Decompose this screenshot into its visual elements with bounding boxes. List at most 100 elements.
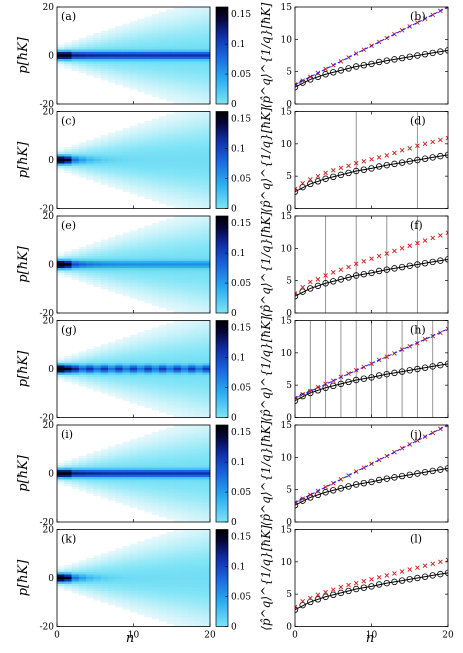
heatmap-cell <box>159 54 167 57</box>
heatmap-cell <box>108 146 116 150</box>
heatmap-cell <box>86 609 94 613</box>
heatmap-cell <box>78 272 87 276</box>
heatmap-cell <box>144 282 153 285</box>
heatmap-cell <box>78 462 87 466</box>
heatmap-cell <box>144 237 153 240</box>
heatmap-cell <box>93 35 102 39</box>
colorbar-tick-label: 0 <box>231 309 237 319</box>
heatmap-cell <box>57 581 65 585</box>
heatmap-cell <box>115 168 123 171</box>
heatmap-cell <box>195 113 204 117</box>
heatmap-cell <box>100 346 109 350</box>
heatmap-cell <box>180 191 189 195</box>
heatmap-cell <box>144 139 153 143</box>
heatmap-cell <box>64 135 72 138</box>
heatmap-cell <box>100 415 109 418</box>
heatmap-cell <box>57 339 65 343</box>
heatmap-cell <box>144 94 153 98</box>
heatmap-cell <box>100 270 109 274</box>
heatmap-cell <box>173 203 182 207</box>
heatmap-cell <box>71 572 80 575</box>
heatmap-cell <box>180 40 189 43</box>
heatmap-cell <box>122 286 131 290</box>
heatmap-cell <box>173 244 182 248</box>
heatmap-cell <box>151 272 160 276</box>
heatmap-cell <box>166 434 174 438</box>
heatmap-cell <box>159 275 167 278</box>
heatmap-cell <box>86 11 94 15</box>
heatmap-cell <box>78 66 87 69</box>
heatmap-cell <box>78 617 87 620</box>
heatmap-cell <box>71 605 80 608</box>
heatmap-cell <box>100 11 109 15</box>
heatmap-cell <box>71 73 80 76</box>
heatmap-cell <box>108 379 116 383</box>
heatmap-cell <box>78 405 87 409</box>
heatmap-cell <box>71 253 80 257</box>
heatmap-cell <box>71 196 80 200</box>
heatmap-cell <box>71 564 80 568</box>
heatmap-cell <box>64 184 72 188</box>
heatmap-cell <box>173 101 182 105</box>
heatmap-cell <box>115 432 123 435</box>
heatmap-cell <box>100 396 109 399</box>
heatmap-cell <box>93 484 102 487</box>
heatmap-cell <box>78 415 87 418</box>
heatmap-cell <box>166 322 174 326</box>
heatmap-cell <box>122 275 131 278</box>
heatmap-cell <box>71 40 80 43</box>
heatmap-cell <box>166 505 174 509</box>
heatmap-cell <box>151 519 160 523</box>
heatmap-cell <box>195 135 204 138</box>
heatmap-cell <box>100 37 109 41</box>
heatmap-cell <box>115 268 123 271</box>
heatmap-cell <box>122 389 131 392</box>
circle-point <box>330 487 337 494</box>
heatmap-cell <box>159 161 167 164</box>
heatmap-cell <box>129 66 138 69</box>
heatmap-cell <box>144 9 153 13</box>
heatmap-cell <box>100 410 109 414</box>
heatmap-cell <box>129 305 138 309</box>
heatmap-cell <box>57 617 65 620</box>
heatmap-cell <box>195 393 204 397</box>
cross-point <box>399 147 405 153</box>
heatmap-cell <box>71 139 80 143</box>
heatmap-cell <box>100 73 109 76</box>
heatmap-cell <box>100 400 109 404</box>
heatmap-cell <box>100 403 109 406</box>
heatmap-cell <box>57 576 65 580</box>
heatmap-cell <box>115 341 123 345</box>
heatmap-cell <box>71 500 80 504</box>
heatmap-cell <box>57 85 65 88</box>
heatmap-cell <box>115 177 123 181</box>
heatmap-cell <box>151 246 160 250</box>
heatmap-cell <box>144 272 153 276</box>
heatmap-cell <box>115 142 123 145</box>
heatmap-cell <box>108 505 116 509</box>
heatmap-cell <box>78 434 87 438</box>
heatmap-cell <box>115 165 123 169</box>
heatmap-cell <box>137 30 145 34</box>
heatmap-cell <box>93 301 102 304</box>
heatmap-cell <box>86 92 94 95</box>
heatmap-cell <box>144 175 153 179</box>
heatmap-cell <box>195 455 204 459</box>
heatmap-cell <box>180 18 189 22</box>
heatmap-cell <box>64 555 72 559</box>
heatmap-cell <box>129 341 138 345</box>
heatmap-cell <box>159 503 167 506</box>
heatmap-cell <box>188 284 196 288</box>
heatmap-cell <box>137 474 145 478</box>
heatmap-cell <box>86 220 94 224</box>
heatmap-cell <box>129 389 138 392</box>
heatmap-cell <box>78 94 87 98</box>
heatmap-cell <box>151 206 160 209</box>
heatmap-cell <box>166 234 174 238</box>
heatmap-cell <box>57 344 65 347</box>
heatmap-cell <box>93 429 102 433</box>
heatmap-cell <box>78 11 87 15</box>
heatmap-cell <box>57 510 65 513</box>
heatmap-cell <box>188 242 196 245</box>
heatmap-cell <box>173 425 182 428</box>
